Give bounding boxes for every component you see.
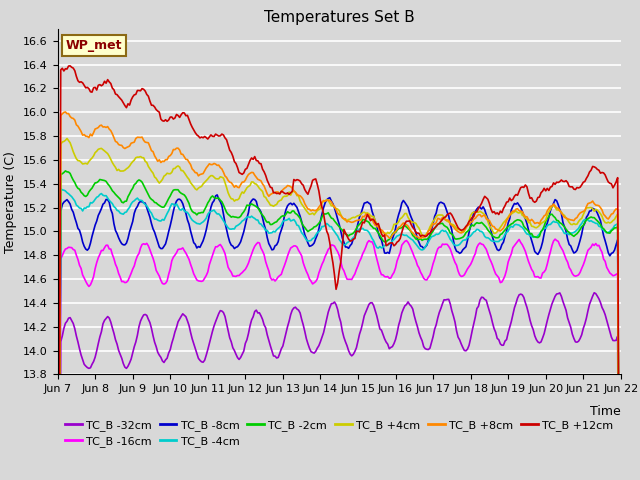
Text: WP_met: WP_met: [66, 39, 122, 52]
Y-axis label: Temperature (C): Temperature (C): [4, 151, 17, 252]
Text: Time: Time: [590, 405, 621, 418]
Title: Temperatures Set B: Temperatures Set B: [264, 10, 415, 25]
Legend: TC_B -32cm, TC_B -16cm, TC_B -8cm, TC_B -4cm, TC_B -2cm, TC_B +4cm, TC_B +8cm, T: TC_B -32cm, TC_B -16cm, TC_B -8cm, TC_B …: [65, 420, 613, 447]
